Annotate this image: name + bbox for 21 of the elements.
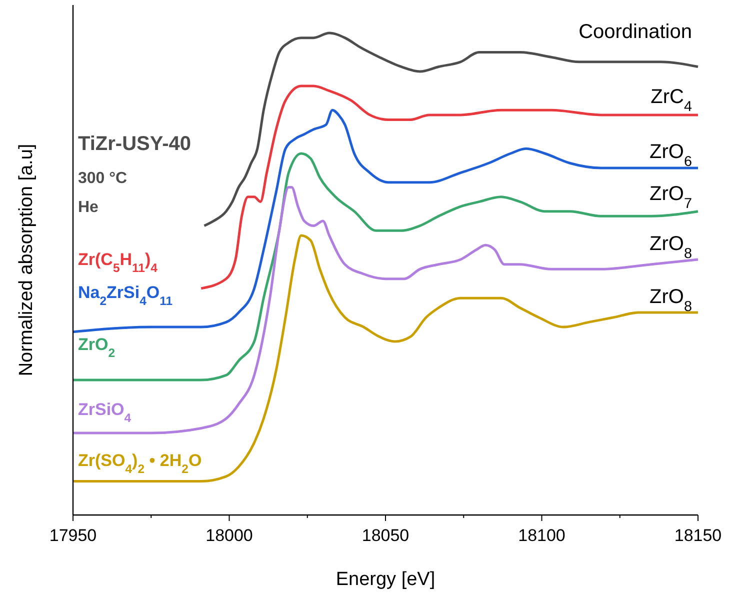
x-tick-label: 18100	[518, 526, 566, 545]
series-label: Na$_{2}$ZrSi$_{4}$O$_{11}$	[78, 283, 173, 308]
x-tick-label: 18150	[674, 526, 722, 545]
x-tick-label: 17950	[49, 526, 97, 545]
annotation: 300 °C	[78, 170, 128, 187]
x-axis-title: Energy [eV]	[336, 569, 436, 590]
text: TiZr-USY-40	[78, 133, 191, 155]
x-tick-label: 18000	[206, 526, 253, 545]
annotation: ZrO$_{8}$	[650, 233, 692, 262]
annotation: Coordination	[578, 21, 692, 43]
annotation: ZrO$_{6}$	[650, 141, 692, 170]
text: Zr(C$_{5}$H$_{11}$)$_{4}$	[78, 250, 158, 275]
annotation: ZrO$_{7}$	[650, 183, 692, 212]
annotation: ZrC$_{4}$	[650, 86, 692, 115]
series-label: ZrO$_{2}$	[78, 335, 116, 360]
series-label: Zr(SO$_{4}$)$_{2}$ • 2H$_{2}$O	[78, 451, 202, 476]
annotation: ZrO$_{8}$	[650, 286, 692, 315]
annotation: He	[78, 199, 99, 216]
y-axis-title: Normalized absorption [a.u]	[16, 144, 37, 376]
x-tick-label: 18050	[362, 526, 410, 545]
series-label: ZrSiO$_{4}$	[78, 400, 132, 425]
